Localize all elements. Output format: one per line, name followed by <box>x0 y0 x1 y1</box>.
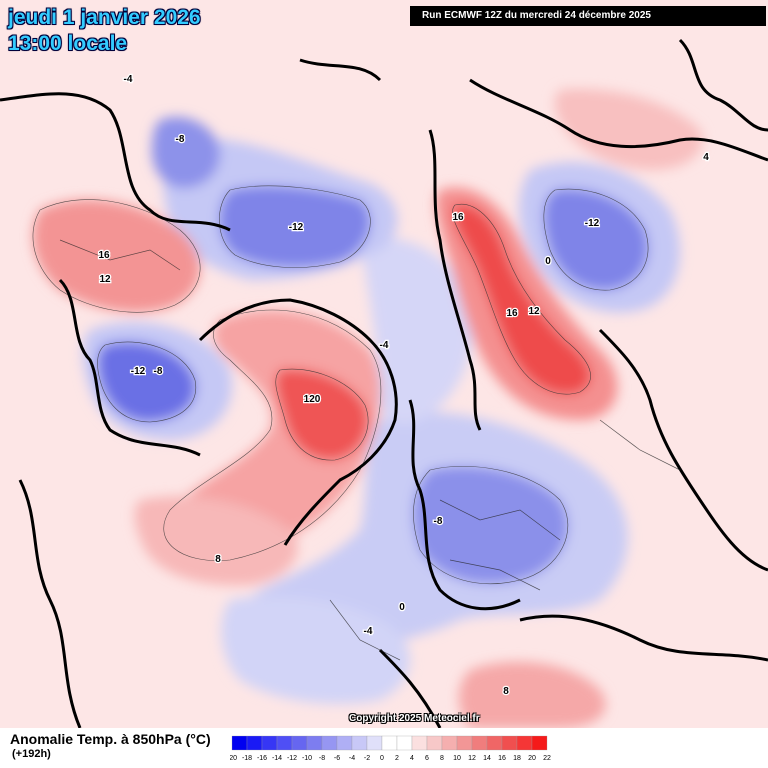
contour-label: 0 <box>399 602 405 613</box>
coastlines <box>0 38 768 728</box>
contour-label: -12 <box>585 218 600 229</box>
legend-tick-label: 16 <box>498 755 506 762</box>
legend-tick-label: 20 <box>528 755 536 762</box>
anomaly-warm-africa <box>458 661 606 728</box>
forecast-time: 13:00 locale <box>8 32 128 55</box>
contour-labels: -4 -8 -12 -12 16 16 12 16 12 -12 -8 120 8 -8 -4 0 8 4 0 -4 <box>97 73 710 699</box>
legend-swatch <box>516 735 533 751</box>
legend-swatch <box>366 735 383 751</box>
contour-label: -4 <box>380 340 389 351</box>
legend-swatch <box>306 735 323 751</box>
legend-tick-label: 12 <box>468 755 476 762</box>
legend-swatch <box>411 735 428 751</box>
contour-label: 16 <box>506 308 518 319</box>
legend-swatch <box>441 735 458 751</box>
legend-swatch <box>291 735 308 751</box>
contour-label: -4 <box>124 74 133 85</box>
anomaly-warm-atlantic <box>134 496 298 586</box>
legend-tick-label: 2 <box>395 755 399 762</box>
legend-tick-label: 6 <box>425 755 429 762</box>
legend-tick-label: -18 <box>242 755 252 762</box>
copyright-text: Copyright 2025 Meteociel.fr <box>349 713 480 724</box>
map-canvas: -4 -8 -12 -12 16 16 12 16 12 -12 -8 120 8 -8 -4 0 8 4 0 -4 <box>0 0 768 728</box>
anomaly-core-alaska <box>151 116 221 189</box>
anomaly-warm-north-asia <box>554 89 703 170</box>
legend-tick-label: 18 <box>513 755 521 762</box>
legend-swatch <box>336 735 353 751</box>
forecast-date: jeudi 1 janvier 2026 <box>8 6 201 29</box>
legend-tick-label: 10 <box>453 755 461 762</box>
legend-swatch <box>501 735 518 751</box>
legend-swatch <box>456 735 473 751</box>
legend-tick-label: -8 <box>319 755 325 762</box>
anomaly-area-mediterranean <box>221 596 410 704</box>
legend-subtitle: (+192h) <box>12 748 51 760</box>
legend-swatch <box>231 735 248 751</box>
legend-swatch <box>426 735 443 751</box>
contour-label: 8 <box>503 686 509 697</box>
legend-tick-label: -16 <box>257 755 267 762</box>
contour-label: -8 <box>176 134 185 145</box>
legend-swatch <box>396 735 413 751</box>
anomaly-field <box>32 89 703 728</box>
legend-swatch <box>321 735 338 751</box>
contour-label: 120 <box>304 394 321 405</box>
legend-swatch <box>351 735 368 751</box>
anomaly-core-hudson <box>97 341 196 422</box>
contour-label: -12 <box>131 366 146 377</box>
temperature-anomaly-map: -4 -8 -12 -12 16 16 12 16 12 -12 -8 120 8 -8 -4 0 8 4 0 -4 <box>0 0 768 728</box>
legend-swatch <box>471 735 488 751</box>
model-run-banner: Run ECMWF 12Z du mercredi 24 décembre 20… <box>410 6 766 26</box>
anomaly-warm-pacific <box>32 199 201 313</box>
contour-label: 16 <box>452 212 464 223</box>
legend-swatch <box>531 735 548 751</box>
anomaly-hot-greenland <box>275 369 369 461</box>
anomaly-warm-greenland <box>163 310 381 561</box>
anomaly-core-east-asia <box>543 189 649 291</box>
legend-title: Anomalie Temp. à 850hPa (°C) <box>10 731 211 747</box>
legend-tick-label: -4 <box>349 755 355 762</box>
legend-tick-label: -12 <box>287 755 297 762</box>
legend-tick-label: -6 <box>334 755 340 762</box>
contour-label: -4 <box>364 626 373 637</box>
contour-label: -12 <box>289 222 304 233</box>
legend-tick-label: -2 <box>364 755 370 762</box>
legend-tick-label: 22 <box>543 755 551 762</box>
contour-label: -8 <box>154 366 163 377</box>
legend-swatch <box>276 735 293 751</box>
anomaly-core-siberia <box>219 185 371 268</box>
anomaly-area-arctic <box>360 237 473 424</box>
contour-label: 8 <box>215 554 221 565</box>
legend-tick-label: -20 <box>230 755 237 762</box>
legend-swatch <box>381 735 398 751</box>
legend-tick-label: -10 <box>302 755 312 762</box>
legend-swatch <box>486 735 503 751</box>
legend-tick-label: 14 <box>483 755 491 762</box>
legend-swatch <box>261 735 278 751</box>
anomaly-core-europe <box>413 466 568 584</box>
legend-tick-label: 0 <box>380 755 384 762</box>
contour-label: 12 <box>528 306 540 317</box>
legend-tick-label: -14 <box>272 755 282 762</box>
contour-label: 0 <box>545 256 551 267</box>
contour-label: 16 <box>98 250 110 261</box>
legend-swatch <box>246 735 263 751</box>
legend-tick-label: 8 <box>440 755 444 762</box>
legend-tick-label: 4 <box>410 755 414 762</box>
contour-label: 12 <box>99 274 111 285</box>
borders <box>59 239 681 661</box>
contour-label: 4 <box>703 152 709 163</box>
color-scale: -20-18-16-14-12-10-8-6-4-202468101214161… <box>230 735 551 762</box>
contour-label: -8 <box>434 516 443 527</box>
anomaly-hot-urals <box>452 204 591 395</box>
